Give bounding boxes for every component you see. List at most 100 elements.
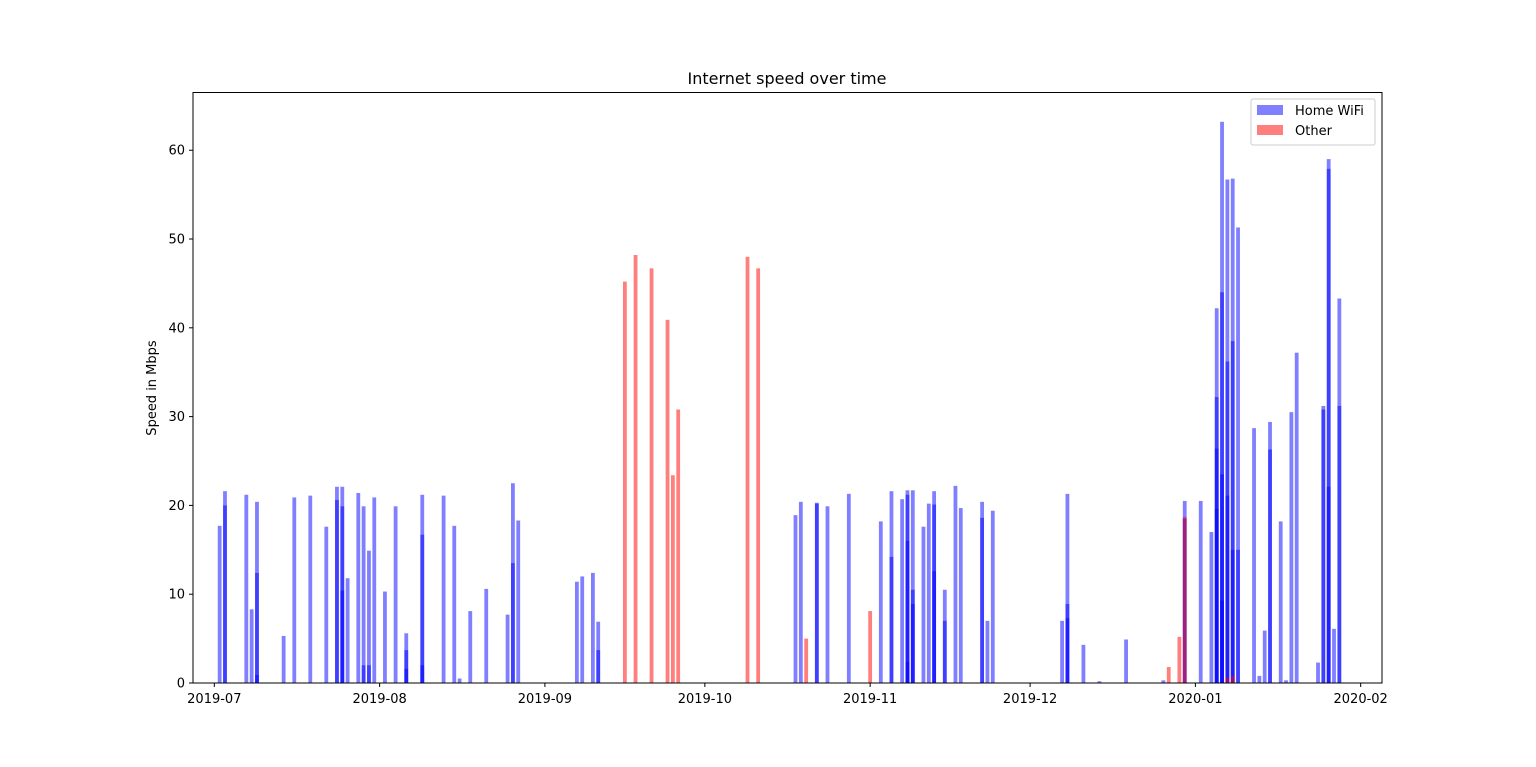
bar-home-wifi-113 [1316,662,1320,683]
bar-other-5 [676,409,681,683]
bar-other-1 [633,255,638,683]
bar-home-wifi-106 [1262,630,1267,683]
bar-other-3 [665,319,670,683]
bar-home-wifi-35 [468,611,473,683]
bar-home-wifi-112 [1294,352,1299,683]
bar-home-wifi-49 [814,503,819,683]
bar-home-wifi-19 [361,506,366,683]
bar-home-wifi-94 [1220,474,1224,683]
bar-home-wifi-77 [1065,493,1070,683]
x-tick-label-7: 2020-02 [1334,692,1388,707]
bar-home-wifi-82 [1124,639,1128,683]
bar-home-wifi-17 [345,578,350,683]
bar-home-wifi-95 [1220,600,1224,683]
bar-home-wifi-58 [905,540,910,683]
bar-home-wifi-83 [1161,680,1166,683]
y-tick-label-60: 60 [168,144,185,159]
bar-other-9 [868,611,873,683]
bar-home-wifi-76 [1060,620,1064,683]
bar-home-wifi-42 [580,576,585,683]
bar-home-wifi-3 [244,494,249,683]
bar-home-wifi-8 [281,635,286,683]
legend: Home WiFi Other [1250,98,1376,146]
bar-home-wifi-109 [1278,521,1283,683]
bar-home-wifi-51 [846,493,851,683]
bar-other-2 [649,268,654,683]
bar-home-wifi-30 [420,534,425,683]
bar-home-wifi-37 [505,614,510,683]
bar-home-wifi-13 [335,500,339,683]
bar-home-wifi-6 [255,572,259,683]
bar-home-wifi-20 [361,665,366,683]
x-tick-label-1: 2019-08 [352,692,406,707]
bar-home-wifi-108 [1268,449,1272,683]
bar-home-wifi-52 [878,521,883,683]
y-tick-label-40: 40 [168,321,185,336]
bar-home-wifi-43 [590,572,595,683]
bar-home-wifi-46 [793,515,798,683]
legend-swatch-home-wifi [1257,105,1283,115]
bar-home-wifi-111 [1289,412,1294,683]
bar-home-wifi-74 [985,620,990,683]
bar-home-wifi-71 [958,508,963,683]
bar-home-wifi-22 [367,665,371,683]
bar-home-wifi-119 [1332,628,1336,683]
bar-home-wifi-9 [292,497,297,683]
bar-home-wifi-75 [990,510,995,683]
bar-home-wifi-34 [457,678,462,683]
bar-home-wifi-21 [367,550,371,683]
bar-home-wifi-36 [484,588,489,683]
bar-home-wifi-91 [1214,508,1219,683]
bar-home-wifi-62 [910,603,915,683]
y-tick-label-0: 0 [177,677,185,692]
bar-other-13 [1225,677,1230,683]
bar-home-wifi-121 [1337,405,1342,683]
bar-other-14 [1230,675,1235,683]
bar-home-wifi-2 [223,491,227,683]
bar-home-wifi-59 [905,661,910,683]
bar-home-wifi-50 [825,506,830,683]
bar-home-wifi-45 [596,650,601,683]
bar-home-wifi-4 [249,609,254,683]
x-tick-label-4: 2019-11 [843,692,897,707]
bar-home-wifi-60 [910,490,915,683]
bar-home-wifi-80 [1081,644,1086,683]
bar-home-wifi-40 [516,520,521,683]
bar-home-wifi-118 [1326,486,1331,683]
bar-home-wifi-18 [356,492,361,683]
bar-home-wifi-24 [383,591,387,683]
bar-other-0 [622,281,627,683]
x-tick-label-6: 2020-01 [1168,692,1222,707]
bar-home-wifi-47 [798,501,803,683]
bar-home-wifi-27 [404,650,409,683]
bar-other-8 [804,638,809,683]
bar-other-10 [1166,667,1171,683]
bar-home-wifi-102 [1236,227,1240,683]
x-tick-label-0: 2019-07 [187,692,241,707]
bar-home-wifi-64 [926,503,931,683]
bar-home-wifi-7 [255,675,259,683]
bar-other-4 [670,475,675,683]
bar-home-wifi-79 [1065,618,1070,683]
y-tick-label-30: 30 [168,410,185,425]
bar-home-wifi-67 [932,571,937,683]
y-tick-label-20: 20 [168,499,185,514]
bar-home-wifi-100 [1230,341,1235,683]
bar-home-wifi-117 [1326,168,1331,683]
bar-home-wifi-87 [1209,532,1214,683]
bar-other-12 [1182,516,1187,683]
y-tick-label-50: 50 [168,233,185,248]
bar-home-wifi-63 [921,526,926,683]
bar-home-wifi-25 [393,506,398,683]
bar-home-wifi-110 [1284,680,1288,683]
bar-home-wifi-28 [404,668,409,683]
legend-swatch-other [1257,125,1283,135]
legend-label-home-wifi: Home WiFi [1295,104,1364,119]
bar-home-wifi-115 [1321,409,1326,683]
x-tick-label-5: 2019-12 [1003,692,1057,707]
bar-home-wifi-70 [953,485,958,683]
bar-other-11 [1177,636,1182,683]
bar-home-wifi-39 [511,563,515,683]
bar-home-wifi-23 [372,497,377,683]
